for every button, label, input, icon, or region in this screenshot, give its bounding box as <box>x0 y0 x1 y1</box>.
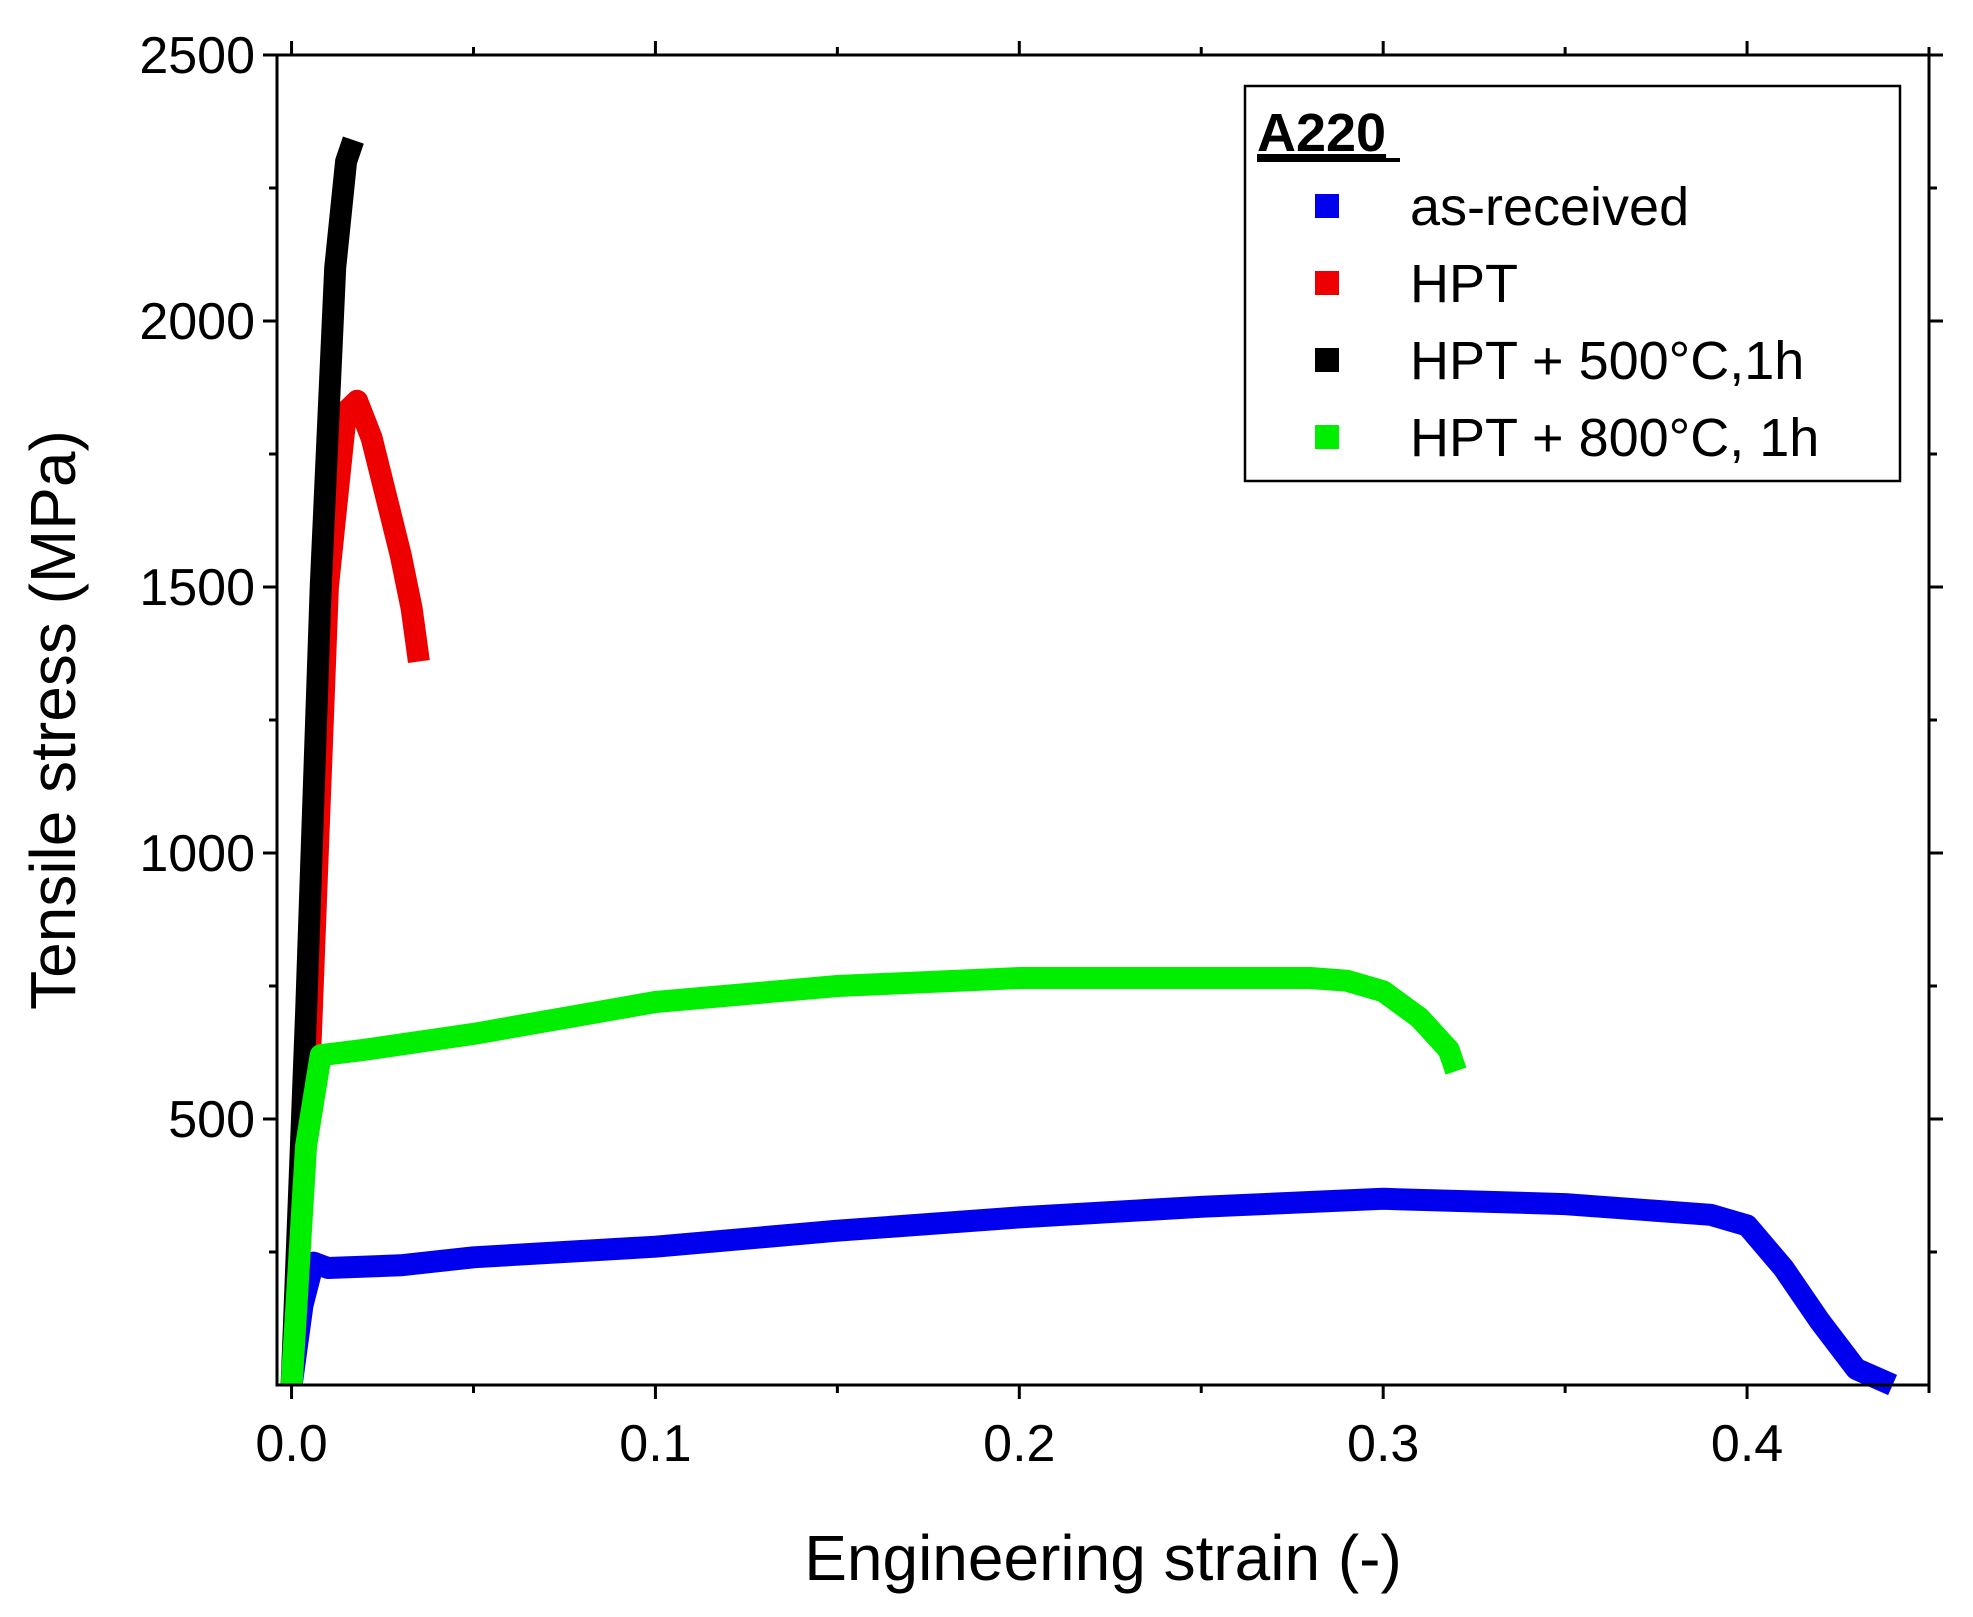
y-tick-label: 1500 <box>139 559 255 617</box>
y-tick-label: 2500 <box>139 27 255 85</box>
y-tick-label: 1000 <box>139 825 255 883</box>
ticks-layer <box>263 41 1943 1399</box>
series-line-as-received <box>280 1187 1898 1396</box>
y-tick-label: 2000 <box>139 293 255 351</box>
legend-swatch-hpt-500-c-1h <box>1315 348 1339 372</box>
legend-label-as-received: as-received <box>1410 177 1689 237</box>
legend-box <box>1243 84 1902 483</box>
x-tick-label: 0.0 <box>255 1415 327 1473</box>
x-tick-label: 0.4 <box>1711 1415 1783 1473</box>
legend-label-hpt: HPT <box>1410 254 1518 314</box>
legend-label-hpt-500-c-1h: HPT + 500°C,1h <box>1410 331 1804 391</box>
x-tick-label: 0.1 <box>619 1415 691 1473</box>
series-line-hpt-500-c-1h <box>280 136 364 1386</box>
series-layer <box>280 136 1898 1396</box>
y-tick-label: 500 <box>168 1091 255 1149</box>
y-axis-title: Tensile stress (MPa) <box>17 430 89 1010</box>
legend-label-hpt-800-c-1h: HPT + 800°C, 1h <box>1410 408 1819 468</box>
legend-swatch-hpt <box>1315 271 1339 295</box>
x-axis-title: Engineering strain (-) <box>804 1522 1402 1594</box>
x-tick-label: 0.2 <box>983 1415 1055 1473</box>
legend: A220 as-received HPT HPT + 500°C,1h HPT + 8… <box>1243 84 1902 483</box>
legend-swatch-hpt-800-c-1h <box>1315 425 1339 449</box>
x-tick-label: 0.3 <box>1347 1415 1419 1473</box>
legend-title: A220 <box>1257 103 1386 163</box>
legend-swatch-as-received <box>1315 194 1339 218</box>
series-line-hpt-800-c-1h <box>280 967 1467 1386</box>
labels-layer: 0.0 0.1 0.2 0.3 0.4 500 1000 1500 2000 2500 <box>139 27 1783 1473</box>
